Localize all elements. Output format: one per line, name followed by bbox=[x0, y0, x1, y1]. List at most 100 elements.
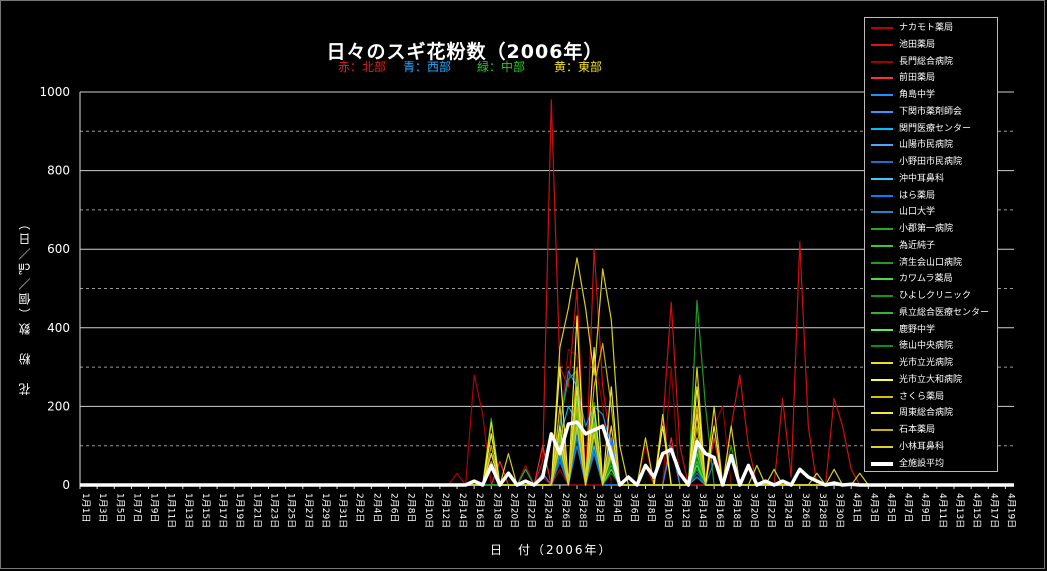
y-axis-label: 花 粉 数（個／㎠／日） bbox=[18, 215, 32, 395]
y-tick-label: 400 bbox=[47, 321, 70, 335]
x-tick-label: 3月28日 bbox=[817, 493, 828, 528]
legend-item: 池田薬局 bbox=[869, 38, 997, 52]
x-tick-label: 1月11日 bbox=[166, 493, 177, 528]
legend-item: 県立総合医療センター bbox=[869, 306, 997, 320]
legend-label: ひよしクリニック bbox=[899, 291, 972, 301]
x-tick-label: 3月4日 bbox=[611, 493, 622, 522]
x-tick-label: 1月29日 bbox=[320, 493, 331, 528]
x-tick-label: 1月5日 bbox=[114, 493, 125, 522]
legend-swatch bbox=[871, 194, 893, 197]
x-tick-label: 4月7日 bbox=[903, 493, 914, 522]
legend-swatch bbox=[871, 177, 893, 180]
x-tick-label: 3月6日 bbox=[628, 493, 639, 522]
x-tick-label: 1月19日 bbox=[234, 493, 245, 528]
x-tick-label: 4月15日 bbox=[971, 493, 982, 528]
x-tick-label: 3月2日 bbox=[594, 493, 605, 522]
legend-item: 石本薬局 bbox=[869, 423, 997, 437]
legend-item: 長門総合病院 bbox=[869, 55, 997, 69]
legend-swatch bbox=[871, 328, 893, 331]
x-tick-label: 1月23日 bbox=[269, 493, 280, 528]
legend-label: 下関市薬剤師会 bbox=[899, 106, 963, 117]
legend-swatch bbox=[871, 261, 893, 264]
legend-label: 沖中耳鼻科 bbox=[899, 173, 945, 184]
legend-label: 鹿野中学 bbox=[899, 324, 936, 335]
x-tick-label: 3月16日 bbox=[714, 493, 725, 528]
legend-label: 長門総合病院 bbox=[899, 56, 954, 67]
x-tick-label: 3月10日 bbox=[663, 493, 674, 528]
x-tick-label: 4月9日 bbox=[920, 493, 931, 522]
x-tick-label: 1月15日 bbox=[200, 493, 211, 528]
legend-swatch bbox=[871, 378, 893, 381]
x-tick-label: 3月30日 bbox=[834, 493, 845, 528]
legend-item: ナカモト薬局 bbox=[869, 21, 997, 35]
legend-swatch bbox=[871, 461, 893, 466]
legend-label: 山陽市民病院 bbox=[899, 140, 954, 151]
legend-item: 光市立光病院 bbox=[869, 356, 997, 370]
legend-swatch bbox=[871, 295, 893, 297]
legend-swatch bbox=[871, 77, 893, 80]
x-tick-label: 1月21日 bbox=[251, 493, 262, 528]
x-tick-label: 1月17日 bbox=[217, 493, 228, 528]
legend-item: 前田薬局 bbox=[869, 71, 997, 85]
legend-label: カワムラ薬局 bbox=[899, 274, 953, 285]
legend-label: 石本薬局 bbox=[899, 425, 936, 435]
legend-swatch bbox=[871, 395, 893, 398]
legend-label: 全施設平均 bbox=[899, 458, 945, 469]
x-tick-label: 1月31日 bbox=[337, 493, 348, 528]
legend-item: 小林耳鼻科 bbox=[869, 440, 997, 454]
legend-label: 為近純子 bbox=[899, 240, 936, 251]
x-tick-label: 4月11日 bbox=[937, 493, 948, 528]
x-tick-label: 2月2日 bbox=[354, 493, 365, 522]
legend-label: 済生会山口病院 bbox=[899, 257, 963, 268]
x-axis-label: 日 付（2006年） bbox=[490, 543, 613, 557]
legend-item: 関門医療センター bbox=[869, 122, 997, 136]
x-tick-label: 2月20日 bbox=[508, 493, 519, 528]
legend-label: 池田薬局 bbox=[899, 39, 936, 50]
y-tick-label: 1000 bbox=[39, 85, 70, 99]
x-tick-label: 4月3日 bbox=[868, 493, 879, 522]
region-label-east: 黄：東部 bbox=[554, 60, 603, 74]
x-tick-label: 4月13日 bbox=[954, 493, 965, 528]
y-tick-label: 0 bbox=[62, 478, 70, 492]
x-tick-label: 3月8日 bbox=[646, 493, 657, 522]
legend-swatch bbox=[871, 27, 893, 29]
region-label-central: 緑：中部 bbox=[477, 60, 526, 74]
x-tick-label: 1月9日 bbox=[149, 493, 160, 522]
x-tick-label: 3月26日 bbox=[800, 493, 811, 528]
legend-swatch bbox=[871, 412, 893, 415]
legend-item: はら薬局 bbox=[869, 189, 997, 203]
x-tick-label: 1月3日 bbox=[97, 493, 108, 522]
legend-item: 下関市薬剤師会 bbox=[869, 105, 997, 119]
region-label-north: 赤：北部 bbox=[338, 60, 387, 74]
legend-label: 小郡第一病院 bbox=[899, 224, 954, 234]
legend-label: 小野田市民病院 bbox=[899, 157, 963, 167]
legend-item: 山口大学 bbox=[869, 205, 997, 219]
legend-label: 前田薬局 bbox=[899, 73, 936, 84]
y-tick-label: 200 bbox=[47, 399, 70, 413]
legend-item: 角島中学 bbox=[869, 88, 997, 102]
chart-title: 日々のスギ花粉数（2006年） bbox=[326, 41, 604, 63]
x-tick-label: 1月1日 bbox=[80, 493, 91, 522]
x-tick-label: 2月10日 bbox=[423, 493, 434, 528]
legend-swatch bbox=[871, 345, 893, 348]
legend-swatch bbox=[871, 278, 893, 281]
legend-swatch bbox=[871, 144, 893, 147]
legend-item: 為近純子 bbox=[869, 239, 997, 253]
x-tick-label: 2月24日 bbox=[543, 493, 554, 528]
x-tick-label: 3月20日 bbox=[748, 493, 759, 528]
legend-swatch bbox=[871, 228, 893, 230]
x-tick-label: 3月14日 bbox=[697, 493, 708, 528]
legend-item: 全施設平均 bbox=[869, 457, 997, 471]
legend-swatch bbox=[871, 161, 893, 163]
legend-swatch bbox=[871, 429, 893, 431]
legend-label: 光市立大和病院 bbox=[899, 374, 963, 385]
legend-label: 小林耳鼻科 bbox=[899, 441, 945, 452]
x-tick-label: 1月13日 bbox=[183, 493, 194, 528]
legend-item: ひよしクリニック bbox=[869, 289, 997, 303]
x-tick-label: 2月6日 bbox=[388, 493, 399, 522]
x-tick-label: 3月24日 bbox=[783, 493, 794, 528]
y-tick-label: 600 bbox=[47, 242, 70, 256]
x-tick-label: 3月18日 bbox=[731, 493, 742, 528]
